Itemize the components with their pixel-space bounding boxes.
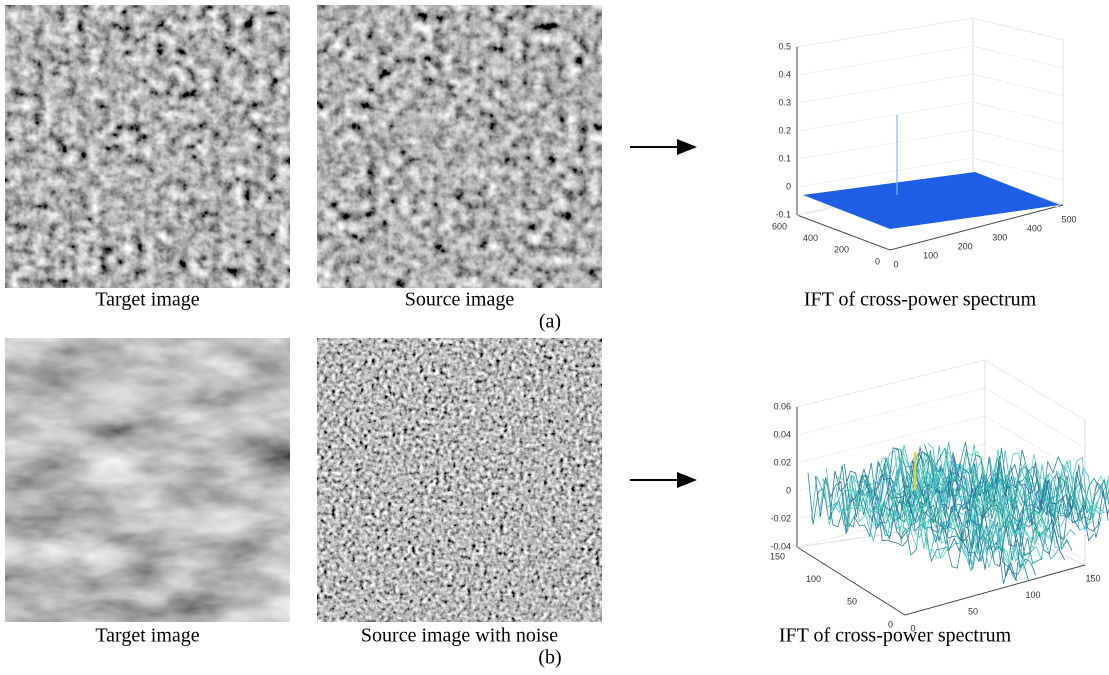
- grid-line: [972, 73, 1064, 97]
- grid-line: [796, 129, 974, 160]
- image-caption: Source image: [405, 289, 515, 311]
- grid-line: [984, 359, 1086, 421]
- grid-line: [796, 157, 974, 188]
- plot-caption: IFT of cross-power spectrum: [779, 625, 1012, 647]
- y-tick-label: 600: [772, 221, 787, 231]
- image-caption: Target image: [95, 625, 199, 647]
- grid-line: [972, 101, 1064, 125]
- grid-line: [984, 387, 1086, 449]
- plot-caption: IFT of cross-power spectrum: [804, 289, 1037, 311]
- grid-line: [972, 17, 1064, 41]
- x-tick-label: 0: [893, 259, 898, 269]
- floor-edge: [796, 546, 1086, 616]
- x-tick-label: 150: [1085, 573, 1100, 583]
- z-tick-label: 0.04: [773, 429, 791, 439]
- image: [317, 338, 602, 622]
- surface-line: [927, 441, 1109, 514]
- z-tick-label: 0.4: [778, 69, 791, 79]
- surface-line: [902, 456, 1109, 532]
- y-tick-label: 150: [770, 551, 785, 561]
- surface: [803, 172, 1060, 229]
- surface-line: [913, 445, 1109, 518]
- image-caption: Target image: [95, 289, 199, 311]
- y-tick-label: 100: [806, 574, 821, 584]
- y-tick-label: 50: [847, 597, 857, 607]
- x-tick-label: 500: [1061, 214, 1076, 224]
- grid-line: [796, 17, 974, 48]
- image-caption: Source image with noise: [361, 625, 558, 647]
- z-tick-label: -0.02: [770, 513, 791, 523]
- image: [317, 5, 602, 288]
- z-tick-label: -0.1: [775, 209, 791, 219]
- image: [5, 5, 290, 288]
- surface-line: [840, 474, 1047, 565]
- z-tick-label: 0.2: [778, 125, 791, 135]
- floor-edge: [796, 204, 1064, 251]
- grid-line: [796, 359, 986, 408]
- y-tick-label: 0: [875, 256, 880, 266]
- z-tick-label: 0.3: [778, 97, 791, 107]
- surface-line: [891, 449, 1098, 528]
- y-tick-label: 0: [888, 619, 893, 629]
- y-tick-label: 200: [834, 245, 849, 255]
- z-tick-label: 0.02: [773, 457, 791, 467]
- z-tick-label: 0: [786, 181, 791, 191]
- z-tick-label: 0.5: [778, 41, 791, 51]
- z-tick-label: -0.04: [770, 541, 791, 551]
- x-tick-label: 50: [968, 607, 978, 617]
- x-tick-label: 0: [910, 623, 915, 633]
- grid-line: [796, 73, 974, 104]
- grid-line: [796, 387, 986, 436]
- x-tick-label: 300: [992, 232, 1007, 242]
- grid-line: [796, 415, 986, 464]
- grid-line: [796, 101, 974, 132]
- surface-line: [920, 449, 1109, 516]
- image: [5, 338, 290, 622]
- z-tick-label: 0: [786, 485, 791, 495]
- grid-line: [972, 157, 1064, 181]
- grid-line: [972, 45, 1064, 69]
- grid-line: [796, 45, 974, 76]
- z-tick-label: 0.06: [773, 401, 791, 411]
- panel-label: (a): [539, 311, 561, 333]
- x-tick-label: 100: [923, 250, 938, 260]
- grid-line: [972, 129, 1064, 153]
- x-tick-label: 200: [958, 241, 973, 251]
- x-tick-label: 400: [1027, 223, 1042, 233]
- surface-line: [811, 475, 1018, 582]
- y-tick-label: 400: [803, 233, 818, 243]
- panel-label: (b): [538, 647, 561, 669]
- z-tick-label: 0.1: [778, 153, 791, 163]
- x-tick-label: 100: [1025, 590, 1040, 600]
- surface-line: [844, 463, 1051, 556]
